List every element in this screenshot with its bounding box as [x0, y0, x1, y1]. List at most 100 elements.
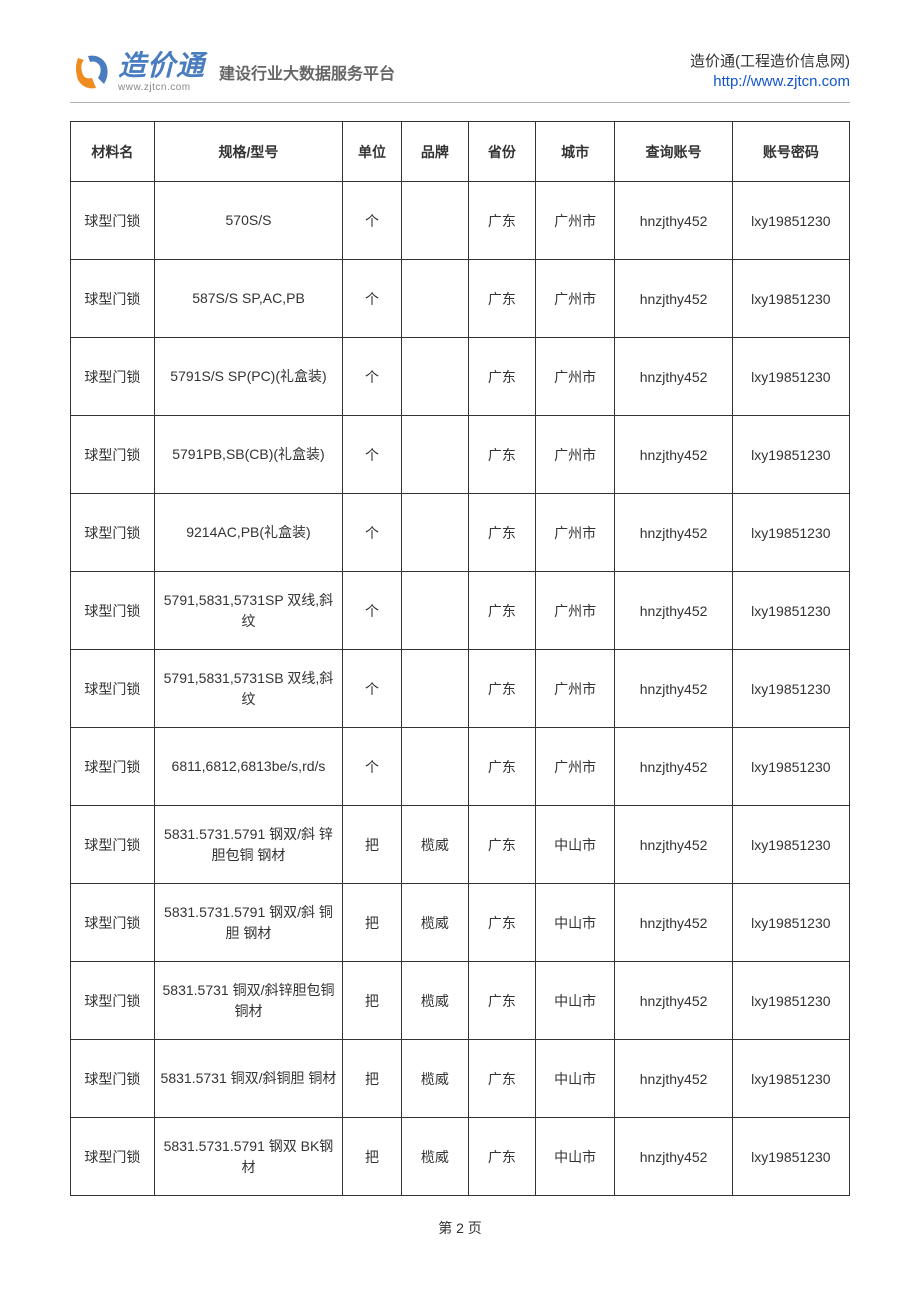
table-cell: 球型门锁 [71, 1118, 155, 1196]
table-cell: 广东 [468, 182, 535, 260]
table-cell: 榄威 [401, 1040, 468, 1118]
table-cell: hnzjthy452 [615, 1040, 732, 1118]
logo-block: 造价通 www.zjtcn.com [70, 50, 205, 94]
site-url: http://www.zjtcn.com [690, 73, 850, 90]
table-cell: 球型门锁 [71, 572, 155, 650]
table-cell: lxy19851230 [732, 650, 849, 728]
table-cell: 5831.5731.5791 钢双 BK钢材 [154, 1118, 342, 1196]
page-header: 造价通 www.zjtcn.com 建设行业大数据服务平台 造价通(工程造价信息… [70, 50, 850, 103]
table-cell: 把 [343, 1040, 402, 1118]
table-cell: hnzjthy452 [615, 962, 732, 1040]
table-cell: 把 [343, 806, 402, 884]
table-cell: 广东 [468, 650, 535, 728]
table-cell [401, 260, 468, 338]
table-cell: 5791S/S SP(PC)(礼盒装) [154, 338, 342, 416]
table-cell: 榄威 [401, 806, 468, 884]
table-cell: lxy19851230 [732, 416, 849, 494]
table-row: 球型门锁5831.5731 铜双/斜锌胆包铜 铜材把榄威广东中山市hnzjthy… [71, 962, 850, 1040]
th-password: 账号密码 [732, 122, 849, 182]
table-cell: 球型门锁 [71, 416, 155, 494]
table-cell [401, 182, 468, 260]
table-cell: hnzjthy452 [615, 416, 732, 494]
table-cell: hnzjthy452 [615, 572, 732, 650]
table-cell: hnzjthy452 [615, 650, 732, 728]
table-cell: 榄威 [401, 884, 468, 962]
table-cell [401, 572, 468, 650]
table-cell: 中山市 [535, 806, 615, 884]
table-cell [401, 338, 468, 416]
table-row: 球型门锁5831.5731.5791 钢双/斜 锌胆包铜 钢材把榄威广东中山市h… [71, 806, 850, 884]
table-cell: 广州市 [535, 416, 615, 494]
table-cell: 榄威 [401, 962, 468, 1040]
table-cell: 广州市 [535, 728, 615, 806]
header-left: 造价通 www.zjtcn.com 建设行业大数据服务平台 [70, 50, 395, 94]
table-row: 球型门锁5791S/S SP(PC)(礼盒装)个广东广州市hnzjthy452l… [71, 338, 850, 416]
th-spec: 规格/型号 [154, 122, 342, 182]
table-cell: hnzjthy452 [615, 338, 732, 416]
table-cell: lxy19851230 [732, 182, 849, 260]
table-row: 球型门锁5831.5731.5791 钢双/斜 铜胆 钢材把榄威广东中山市hnz… [71, 884, 850, 962]
table-cell: 587S/S SP,AC,PB [154, 260, 342, 338]
table-row: 球型门锁5791,5831,5731SP 双线,斜纹个广东广州市hnzjthy4… [71, 572, 850, 650]
table-cell: 球型门锁 [71, 962, 155, 1040]
logo-icon [70, 50, 114, 94]
th-account: 查询账号 [615, 122, 732, 182]
table-cell: 广东 [468, 806, 535, 884]
th-province: 省份 [468, 122, 535, 182]
table-cell: 广东 [468, 338, 535, 416]
table-cell: 球型门锁 [71, 338, 155, 416]
page-number: 第 2 页 [70, 1218, 850, 1238]
table-cell: 中山市 [535, 884, 615, 962]
table-cell: 9214AC,PB(礼盒装) [154, 494, 342, 572]
table-row: 球型门锁5791,5831,5731SB 双线,斜纹个广东广州市hnzjthy4… [71, 650, 850, 728]
table-cell: 球型门锁 [71, 728, 155, 806]
table-cell: 个 [343, 338, 402, 416]
table-cell: 广东 [468, 1040, 535, 1118]
table-cell: 个 [343, 572, 402, 650]
table-cell: lxy19851230 [732, 806, 849, 884]
table-cell: 广东 [468, 260, 535, 338]
table-cell: 球型门锁 [71, 650, 155, 728]
table-cell: 广州市 [535, 338, 615, 416]
table-cell: 中山市 [535, 962, 615, 1040]
table-cell: lxy19851230 [732, 572, 849, 650]
table-body: 球型门锁570S/S个广东广州市hnzjthy452lxy19851230球型门… [71, 182, 850, 1196]
table-cell: 广州市 [535, 494, 615, 572]
table-cell: hnzjthy452 [615, 1118, 732, 1196]
table-cell: 个 [343, 182, 402, 260]
header-right: 造价通(工程造价信息网) http://www.zjtcn.com [690, 50, 850, 90]
table-cell: 广州市 [535, 260, 615, 338]
table-cell: lxy19851230 [732, 338, 849, 416]
table-cell: hnzjthy452 [615, 728, 732, 806]
table-row: 球型门锁5831.5731.5791 钢双 BK钢材把榄威广东中山市hnzjth… [71, 1118, 850, 1196]
table-row: 球型门锁6811,6812,6813be/s,rd/s个广东广州市hnzjthy… [71, 728, 850, 806]
table-cell: hnzjthy452 [615, 806, 732, 884]
table-row: 球型门锁570S/S个广东广州市hnzjthy452lxy19851230 [71, 182, 850, 260]
table-cell: 个 [343, 416, 402, 494]
logo-text-block: 造价通 www.zjtcn.com [118, 52, 205, 93]
table-cell [401, 650, 468, 728]
table-cell: 个 [343, 260, 402, 338]
table-cell: 570S/S [154, 182, 342, 260]
logo-main-text: 造价通 [118, 52, 205, 80]
table-cell: hnzjthy452 [615, 884, 732, 962]
table-cell: 广东 [468, 416, 535, 494]
header-tagline: 建设行业大数据服务平台 [219, 60, 395, 84]
table-cell: 把 [343, 1118, 402, 1196]
table-cell: 榄威 [401, 1118, 468, 1196]
table-cell: lxy19851230 [732, 1040, 849, 1118]
table-cell: 5831.5731.5791 钢双/斜 铜胆 钢材 [154, 884, 342, 962]
table-cell: 球型门锁 [71, 182, 155, 260]
table-cell: lxy19851230 [732, 260, 849, 338]
table-cell: 5791,5831,5731SB 双线,斜纹 [154, 650, 342, 728]
table-cell: 球型门锁 [71, 806, 155, 884]
table-cell: 5791PB,SB(CB)(礼盒装) [154, 416, 342, 494]
table-cell: lxy19851230 [732, 1118, 849, 1196]
table-cell: hnzjthy452 [615, 182, 732, 260]
table-cell: 广东 [468, 884, 535, 962]
page-container: 造价通 www.zjtcn.com 建设行业大数据服务平台 造价通(工程造价信息… [0, 0, 920, 1268]
table-row: 球型门锁9214AC,PB(礼盒装)个广东广州市hnzjthy452lxy198… [71, 494, 850, 572]
th-unit: 单位 [343, 122, 402, 182]
table-cell: 6811,6812,6813be/s,rd/s [154, 728, 342, 806]
table-row: 球型门锁5831.5731 铜双/斜铜胆 铜材把榄威广东中山市hnzjthy45… [71, 1040, 850, 1118]
